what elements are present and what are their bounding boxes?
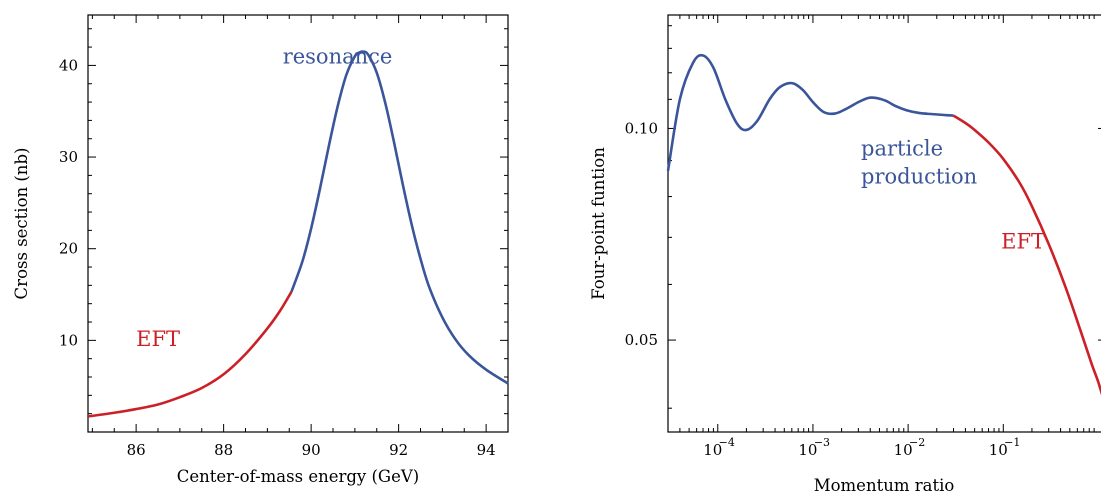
x-tick-label: 10 [798, 441, 817, 459]
x-tick-exponent: −1 [1004, 436, 1020, 449]
x-tick-label: 88 [214, 441, 233, 459]
y-axis-label: Cross section (nb) [12, 148, 31, 300]
x-tick-label: 10 [703, 441, 722, 459]
x-tick-label: 86 [127, 441, 146, 459]
series-line-eft [952, 114, 1101, 396]
series-line-particle-production [666, 53, 954, 172]
y-tick-label: 30 [59, 148, 78, 166]
x-tick-label: 10 [989, 441, 1008, 459]
series-line-resonance [290, 50, 509, 385]
annotation-resonance: resonance [283, 45, 393, 69]
y-tick-label: 0.10 [625, 119, 658, 137]
x-tick-label: 94 [477, 441, 496, 459]
y-tick-label: 20 [59, 240, 78, 258]
y-tick-label: 40 [59, 56, 78, 74]
x-tick-label: 10 [894, 441, 913, 459]
y-tick-label: 10 [59, 331, 78, 349]
y-tick-label: 0.05 [625, 331, 658, 349]
x-tick-exponent: −4 [719, 436, 735, 449]
chart-panel-1: 86 88 90 92 94 10 20 30 40 Center-of-mass energy … [12, 14, 509, 486]
annotation-eft: EFT [136, 327, 180, 351]
x-tick-label: 90 [302, 441, 321, 459]
plot-frame [667, 14, 1101, 433]
x-tick-label: 92 [389, 441, 408, 459]
x-tick-exponent: −3 [814, 436, 830, 449]
series-line-eft [87, 291, 293, 418]
annotation-eft: EFT [1001, 229, 1045, 253]
annotation-production: production [861, 164, 977, 188]
x-axis-label: Momentum ratio [814, 476, 955, 493]
x-tick-exponent: −2 [909, 436, 925, 449]
plot-frame [87, 14, 509, 433]
annotation-particle: particle [861, 137, 943, 161]
y-axis-label: Four-point funtion [589, 147, 608, 300]
x-axis-label: Center-of-mass energy (GeV) [177, 467, 419, 486]
